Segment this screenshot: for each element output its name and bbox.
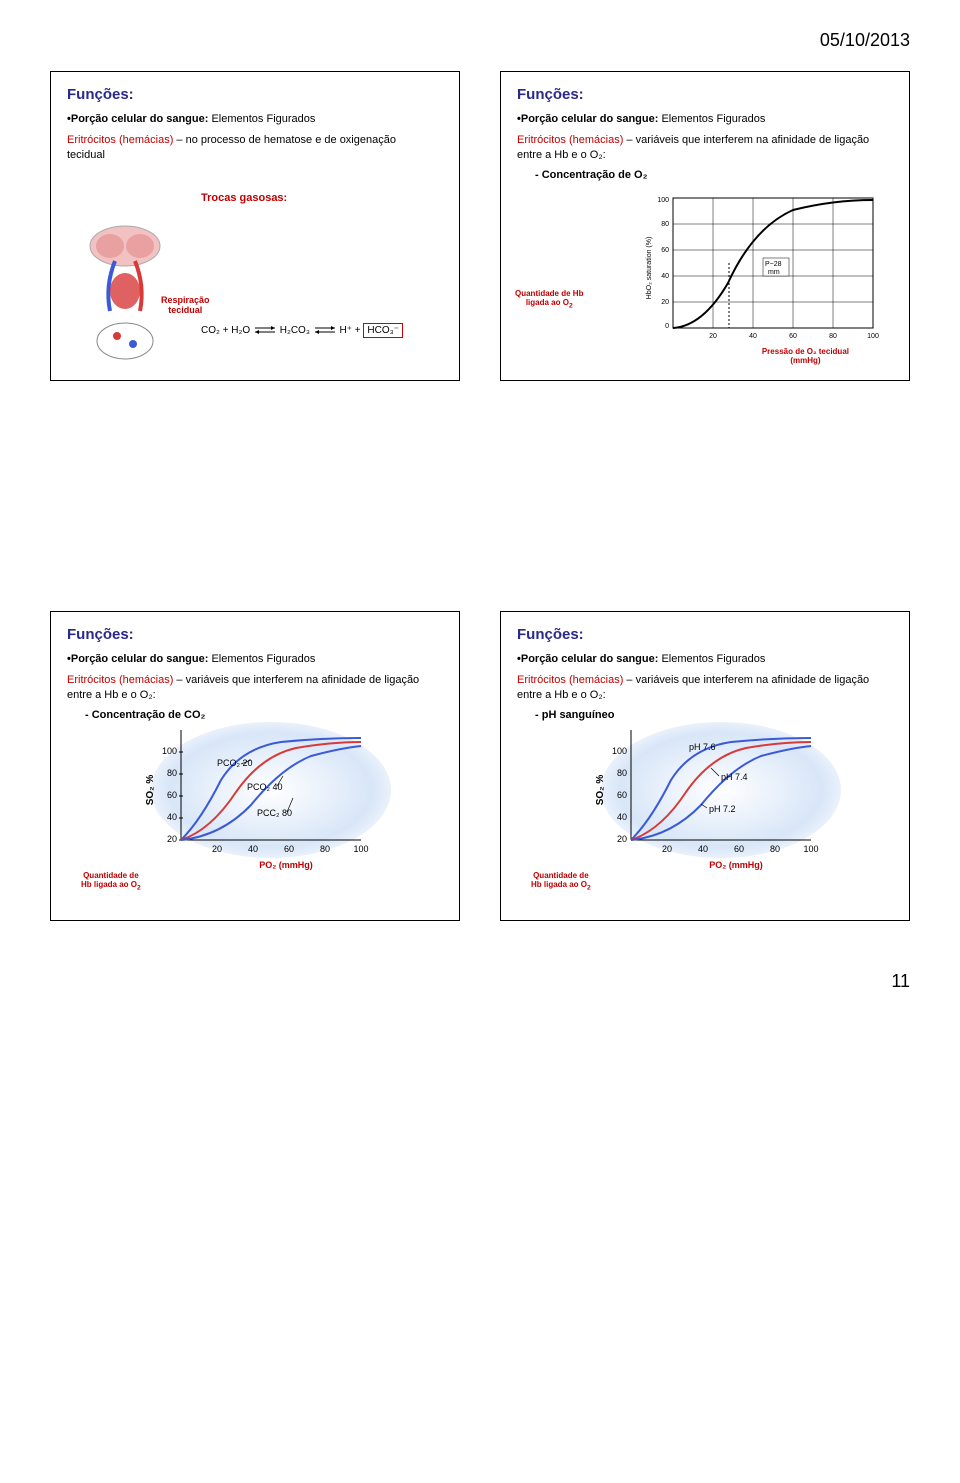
slide2-subhead: •Porção celular do sangue: Elementos Fig… <box>517 113 893 125</box>
slide3-title: Funções: <box>67 626 443 643</box>
s2-ylabel: HbO₂ saturation (%) <box>646 237 653 300</box>
svg-text:20: 20 <box>617 834 627 844</box>
s2-left-lab: Quantidade de Hbligada ao O2 <box>515 290 583 310</box>
s3sr: Elementos Figurados <box>208 653 315 665</box>
slide1-desc-a: Eritrócitos (hemácias) <box>67 134 173 146</box>
svg-text:60: 60 <box>284 844 294 854</box>
slide3-desc: Eritrócitos (hemácias) – variáveis que i… <box>67 673 443 703</box>
svg-text:60: 60 <box>617 790 627 800</box>
pco2-20-label: PCO₂ 20 <box>217 758 253 768</box>
s4dc: entre a Hb e o O₂: <box>517 689 606 701</box>
p50-sub: mm <box>768 269 780 276</box>
svg-text:60: 60 <box>661 247 669 254</box>
slide1-subhead-rest: Elementos Figurados <box>208 113 315 125</box>
svg-text:40: 40 <box>698 844 708 854</box>
s2db: – variáveis que interferem na afinidade … <box>623 134 869 146</box>
svg-text:100: 100 <box>657 197 669 204</box>
svg-text:40: 40 <box>749 333 757 340</box>
s4da: Eritrócitos (hemácias) <box>517 674 623 686</box>
svg-text:20: 20 <box>662 844 672 854</box>
svg-text:100: 100 <box>162 746 177 756</box>
svg-text:100: 100 <box>803 844 818 854</box>
slide3-subhead: •Porção celular do sangue: Elementos Fig… <box>67 653 443 665</box>
slide2-bullet: - Concentração de O₂ <box>535 169 893 181</box>
slide1-desc-c: tecidual <box>67 149 105 161</box>
slide-2: Funções: •Porção celular do sangue: Elem… <box>500 71 910 381</box>
svg-text:0: 0 <box>665 323 669 330</box>
s2da: Eritrócitos (hemácias) <box>517 134 623 146</box>
s4db: – variáveis que interferem na afinidade … <box>623 674 869 686</box>
svg-text:100: 100 <box>867 333 879 340</box>
s4-left-lab: Quantidade deHb ligada ao O2 <box>531 872 591 892</box>
svg-text:80: 80 <box>617 768 627 778</box>
s3dc: entre a Hb e o O₂: <box>67 689 156 701</box>
page-number: 11 <box>50 971 910 992</box>
slide3-bullet: - Concentração de CO₂ <box>85 709 443 721</box>
slide1-subhead: •Porção celular do sangue: Elementos Fig… <box>67 113 443 125</box>
s3-left-lab: Quantidade deHb ligada ao O2 <box>81 872 141 892</box>
s4sb: •Porção celular do sangue: <box>517 653 658 665</box>
s2sr: Elementos Figurados <box>658 113 765 125</box>
svg-text:20: 20 <box>709 333 717 340</box>
svg-text:60: 60 <box>734 844 744 854</box>
svg-text:60: 60 <box>789 333 797 340</box>
slide4-subhead: •Porção celular do sangue: Elementos Fig… <box>517 653 893 665</box>
svg-text:40: 40 <box>661 273 669 280</box>
svg-text:20: 20 <box>661 299 669 306</box>
svg-text:80: 80 <box>661 221 669 228</box>
resp-label: Respiraçãotecidual <box>161 296 210 316</box>
slide1-desc-b: – no processo de hematose e de oxigenaçã… <box>173 134 396 146</box>
ph74-label: pH 7.4 <box>721 772 748 782</box>
slide4-desc: Eritrócitos (hemácias) – variáveis que i… <box>517 673 893 703</box>
s4-ylabel: SO₂ % <box>595 775 606 806</box>
bohr-co2-graph: 20 40 60 80 100 20 40 60 80 100 <box>131 720 391 880</box>
anatomy-icon <box>65 216 185 366</box>
o2-sat-curve: P−28 mm 0 20 40 60 80 100 20 40 60 80 <box>633 188 893 358</box>
slide4-title: Funções: <box>517 626 893 643</box>
slide2-desc: Eritrócitos (hemácias) – variáveis que i… <box>517 133 893 163</box>
svg-text:60: 60 <box>167 790 177 800</box>
svg-text:80: 80 <box>770 844 780 854</box>
svg-text:80: 80 <box>320 844 330 854</box>
svg-text:80: 80 <box>167 768 177 778</box>
slide1-title: Funções: <box>67 86 443 103</box>
svg-text:80: 80 <box>829 333 837 340</box>
s4sr: Elementos Figurados <box>658 653 765 665</box>
svg-text:20: 20 <box>212 844 222 854</box>
s3sb: •Porção celular do sangue: <box>67 653 208 665</box>
s3-po2: PO₂ (mmHg) <box>259 860 313 870</box>
p50-label: P−28 <box>765 261 782 268</box>
slide-3: Funções: •Porção celular do sangue: Elem… <box>50 611 460 921</box>
pco2-40-label: PCO₂ 40 <box>247 782 283 792</box>
s2-x-lab: Pressão de O₂ tecidual(mmHg) <box>762 348 849 366</box>
s2sb: •Porção celular do sangue: <box>517 113 658 125</box>
svg-text:100: 100 <box>612 746 627 756</box>
ph72-label: pH 7.2 <box>709 804 736 814</box>
svg-text:20: 20 <box>167 834 177 844</box>
pco2-80-label: PCC₂ 80 <box>257 808 292 818</box>
ph76-label: pH 7.6 <box>689 742 716 752</box>
svg-text:40: 40 <box>248 844 258 854</box>
bohr-ph-graph: 20 40 60 80 100 20 40 60 80 100 pH 7.6 p <box>581 720 841 880</box>
equation: CO₂ + H₂O H₂CO₃ H⁺ + HCO₃⁻ <box>201 325 403 336</box>
slide2-title: Funções: <box>517 86 893 103</box>
slide-4: Funções: •Porção celular do sangue: Elem… <box>500 611 910 921</box>
svg-text:40: 40 <box>617 812 627 822</box>
slide1-subhead-bold: •Porção celular do sangue: <box>67 113 208 125</box>
svg-text:100: 100 <box>353 844 368 854</box>
s3-ylabel: SO₂ % <box>145 775 156 806</box>
s4-po2: PO₂ (mmHg) <box>709 860 763 870</box>
slide4-bullet: - pH sanguíneo <box>535 709 893 721</box>
date-header: 05/10/2013 <box>50 30 910 51</box>
slide1-desc: Eritrócitos (hemácias) – no processo de … <box>67 133 443 163</box>
s3da: Eritrócitos (hemácias) <box>67 674 173 686</box>
slide-1: Funções: •Porção celular do sangue: Elem… <box>50 71 460 381</box>
svg-text:40: 40 <box>167 812 177 822</box>
s2dc: entre a Hb e o O₂: <box>517 149 606 161</box>
trocas-label: Trocas gasosas: <box>201 192 287 204</box>
s3db: – variáveis que interferem na afinidade … <box>173 674 419 686</box>
